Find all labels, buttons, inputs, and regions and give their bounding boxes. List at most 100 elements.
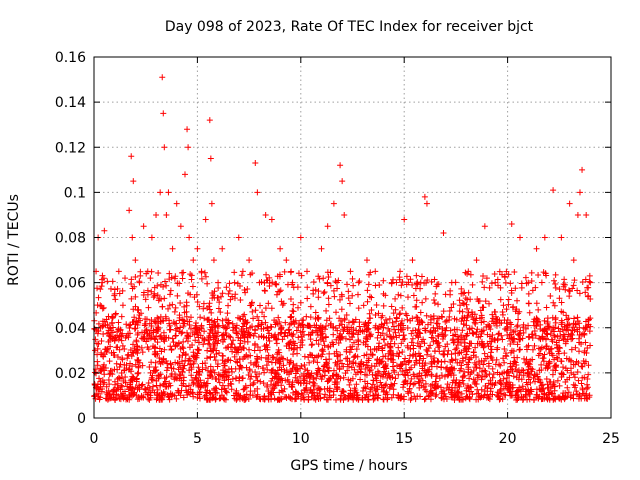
mid-point bbox=[575, 335, 582, 342]
mid-point bbox=[345, 319, 352, 326]
band-point bbox=[154, 339, 161, 346]
band-point bbox=[172, 343, 179, 350]
band-point bbox=[389, 319, 396, 326]
mid-point bbox=[482, 298, 489, 305]
mid-point bbox=[223, 316, 230, 323]
band-point bbox=[337, 317, 344, 324]
band-point bbox=[501, 391, 508, 398]
band-point bbox=[215, 376, 222, 383]
mid-point bbox=[515, 331, 522, 338]
band-point bbox=[478, 376, 485, 383]
band-point bbox=[571, 315, 578, 322]
band-point bbox=[275, 346, 282, 353]
mid-point bbox=[586, 272, 593, 279]
band-point bbox=[428, 363, 435, 370]
band-point bbox=[570, 381, 577, 388]
data-point bbox=[239, 268, 246, 275]
band-point bbox=[174, 359, 181, 366]
band-point bbox=[544, 365, 551, 372]
band-point bbox=[116, 363, 123, 370]
band-point bbox=[265, 352, 272, 359]
mid-point bbox=[582, 318, 589, 325]
band-point bbox=[525, 374, 532, 381]
mid-point bbox=[148, 288, 155, 295]
band-point bbox=[393, 334, 400, 341]
band-point bbox=[463, 351, 470, 358]
band-point bbox=[285, 340, 292, 347]
band-point bbox=[94, 345, 101, 352]
mid-point bbox=[266, 274, 273, 281]
band-point bbox=[95, 320, 102, 327]
band-point bbox=[570, 371, 577, 378]
mid-point bbox=[469, 313, 476, 320]
band-point bbox=[154, 386, 161, 393]
band-point bbox=[481, 350, 488, 357]
band-point bbox=[110, 387, 117, 394]
band-point bbox=[412, 396, 419, 403]
band-point bbox=[224, 357, 231, 364]
band-point bbox=[422, 325, 429, 332]
mid-point bbox=[144, 330, 151, 337]
mid-point bbox=[392, 306, 399, 313]
data-point bbox=[310, 290, 317, 297]
band-point bbox=[368, 362, 375, 369]
data-point bbox=[173, 200, 180, 207]
data-point bbox=[262, 211, 269, 218]
mid-point bbox=[300, 324, 307, 331]
mid-point bbox=[270, 334, 277, 341]
mid-point bbox=[496, 268, 503, 275]
band-point bbox=[122, 379, 129, 386]
band-point bbox=[562, 340, 569, 347]
mid-point bbox=[162, 278, 169, 285]
band-point bbox=[414, 393, 421, 400]
band-point bbox=[420, 383, 427, 390]
data-point bbox=[190, 257, 197, 264]
band-point bbox=[333, 386, 340, 393]
band-point bbox=[434, 325, 441, 332]
band-point bbox=[584, 384, 591, 391]
band-point bbox=[211, 387, 218, 394]
mid-point bbox=[308, 329, 315, 336]
mid-point bbox=[249, 299, 256, 306]
band-point bbox=[552, 367, 559, 374]
band-point bbox=[401, 371, 408, 378]
band-point bbox=[428, 334, 435, 341]
band-point bbox=[246, 346, 253, 353]
band-point bbox=[387, 355, 394, 362]
band-point bbox=[463, 387, 470, 394]
mid-point bbox=[453, 316, 460, 323]
band-point bbox=[125, 366, 132, 373]
mid-point bbox=[314, 331, 321, 338]
band-point bbox=[179, 344, 186, 351]
band-point bbox=[427, 313, 434, 320]
data-point bbox=[219, 245, 226, 252]
band-point bbox=[260, 380, 267, 387]
mid-point bbox=[502, 279, 509, 286]
mid-point bbox=[349, 292, 356, 299]
band-point bbox=[549, 338, 556, 345]
band-point bbox=[525, 333, 532, 340]
mid-point bbox=[161, 295, 168, 302]
band-point bbox=[519, 396, 526, 403]
band-point bbox=[350, 359, 357, 366]
band-point bbox=[111, 386, 118, 393]
band-point bbox=[245, 372, 252, 379]
mid-point bbox=[200, 305, 207, 312]
mid-point bbox=[158, 332, 165, 339]
data-point bbox=[401, 216, 408, 223]
mid-point bbox=[469, 281, 476, 288]
band-point bbox=[585, 371, 592, 378]
band-point bbox=[322, 326, 329, 333]
mid-point bbox=[167, 291, 174, 298]
band-point bbox=[180, 317, 187, 324]
band-point bbox=[520, 386, 527, 393]
band-point bbox=[395, 371, 402, 378]
band-point bbox=[218, 392, 225, 399]
mid-point bbox=[552, 281, 559, 288]
mid-point bbox=[315, 288, 322, 295]
band-point bbox=[374, 394, 381, 401]
mid-point bbox=[585, 292, 592, 299]
band-point bbox=[204, 375, 211, 382]
mid-point bbox=[508, 334, 515, 341]
mid-point bbox=[304, 295, 311, 302]
